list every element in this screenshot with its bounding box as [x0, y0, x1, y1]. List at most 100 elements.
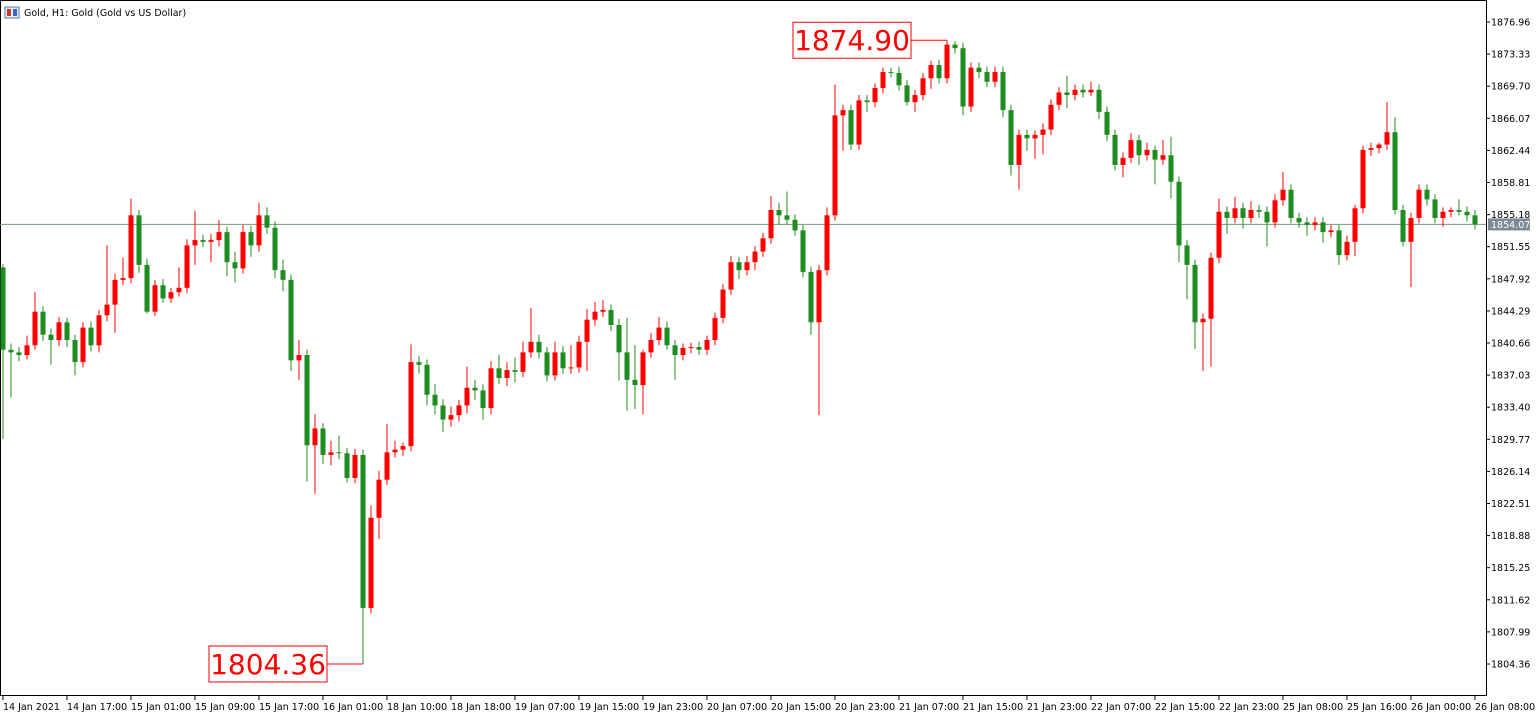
candle-body — [224, 232, 230, 263]
candle-body — [1448, 210, 1454, 212]
x-tick-label: 14 Jan 2021 — [3, 702, 60, 713]
candle-body — [1424, 189, 1430, 200]
y-tick-label: 1804.36 — [1491, 659, 1530, 670]
candle-body — [648, 339, 654, 353]
x-tick-label: 25 Jan 08:00 — [1283, 702, 1343, 713]
y-tick-label: 1844.29 — [1491, 306, 1530, 317]
candle-body — [832, 115, 838, 216]
candle-body — [1456, 210, 1462, 212]
candle-body — [456, 405, 462, 416]
candle-body — [904, 85, 910, 103]
annotation-label: 1874.90 — [794, 24, 910, 57]
y-tick-label: 1873.33 — [1491, 50, 1530, 61]
candle-body — [112, 279, 118, 305]
candle-body — [320, 428, 326, 455]
candle-body — [280, 270, 286, 280]
candle-body — [600, 309, 606, 312]
candle-body — [1376, 144, 1382, 149]
x-tick-label: 21 Jan 07:00 — [899, 702, 959, 713]
candle-body — [760, 238, 766, 252]
candle-body — [144, 264, 150, 312]
annotation-label: 1804.36 — [210, 648, 326, 681]
candle-body — [360, 454, 366, 608]
x-tick-label: 19 Jan 07:00 — [515, 702, 575, 713]
candle-body — [528, 341, 534, 353]
x-tick-label: 19 Jan 15:00 — [579, 702, 639, 713]
candle-body — [792, 219, 798, 231]
candle-body — [432, 394, 438, 406]
candle-body — [1160, 155, 1166, 160]
candle-body — [1272, 200, 1278, 223]
candle-body — [896, 72, 902, 86]
candle-body — [440, 405, 446, 420]
candle-body — [1472, 215, 1478, 225]
candle-body — [624, 352, 630, 380]
candle-body — [1024, 134, 1030, 139]
candle-body — [1440, 211, 1446, 218]
candle-body — [856, 100, 862, 145]
annotation-box — [792, 21, 912, 59]
candle-body — [496, 368, 502, 379]
candle-body — [72, 339, 78, 363]
candle-body — [536, 341, 542, 353]
candle-body — [312, 428, 318, 446]
candle-body — [576, 341, 582, 368]
candle-body — [480, 390, 486, 409]
candle-body — [1360, 149, 1366, 209]
x-tick-label: 19 Jan 23:00 — [643, 702, 703, 713]
candle-body — [1136, 140, 1142, 156]
candle-body — [696, 347, 702, 350]
candle-body — [424, 364, 430, 395]
candle-body — [1000, 72, 1006, 111]
candle-body — [1328, 230, 1334, 233]
y-tick-label: 1826.14 — [1491, 467, 1530, 478]
x-tick-label: 20 Jan 07:00 — [707, 702, 767, 713]
candle-body — [992, 72, 998, 82]
candle-body — [1176, 181, 1182, 246]
candle-body — [520, 352, 526, 372]
candle-body — [1088, 89, 1094, 93]
candle-body — [848, 110, 854, 145]
candle-body — [1344, 241, 1350, 256]
candle-body — [512, 370, 518, 372]
candle-body — [24, 345, 30, 356]
candle-body — [864, 100, 870, 103]
candle-body — [592, 311, 598, 320]
candle-body — [16, 352, 22, 356]
candle-body — [1048, 104, 1054, 130]
candle-body — [912, 95, 918, 103]
candle-body — [1240, 208, 1246, 218]
candle-body — [1096, 89, 1102, 112]
candle-body — [272, 227, 278, 271]
candle-body — [656, 327, 662, 340]
candle-body — [1264, 211, 1270, 223]
candle-body — [1304, 222, 1310, 226]
candle-body — [368, 517, 374, 608]
candle-body — [32, 311, 38, 346]
candle-body — [1152, 149, 1158, 160]
candle-body — [632, 379, 638, 386]
y-tick-label: 1855.18 — [1491, 210, 1530, 221]
annotation-box — [208, 645, 328, 683]
x-tick-label: 22 Jan 15:00 — [1155, 702, 1215, 713]
chart-title: Gold, H1: Gold (Gold vs US Dollar) — [24, 8, 186, 19]
candle-body — [1320, 222, 1326, 233]
y-tick-label: 1840.66 — [1491, 339, 1530, 350]
candle-body — [784, 215, 790, 220]
candle-body — [1112, 134, 1118, 165]
x-tick-label: 16 Jan 01:00 — [323, 702, 383, 713]
x-tick-label: 21 Jan 15:00 — [963, 702, 1023, 713]
candle-body — [1336, 230, 1342, 256]
x-tick-label: 14 Jan 17:00 — [67, 702, 127, 713]
candle-body — [1184, 245, 1190, 265]
candle-body — [200, 240, 206, 242]
x-tick-label: 20 Jan 15:00 — [771, 702, 831, 713]
candle-body — [1432, 199, 1438, 218]
candle-body — [616, 324, 622, 353]
candle-body — [240, 232, 246, 269]
candle-body — [1416, 189, 1422, 218]
candle-body — [568, 367, 574, 369]
candle-body — [984, 72, 990, 82]
candle-body — [688, 347, 694, 349]
